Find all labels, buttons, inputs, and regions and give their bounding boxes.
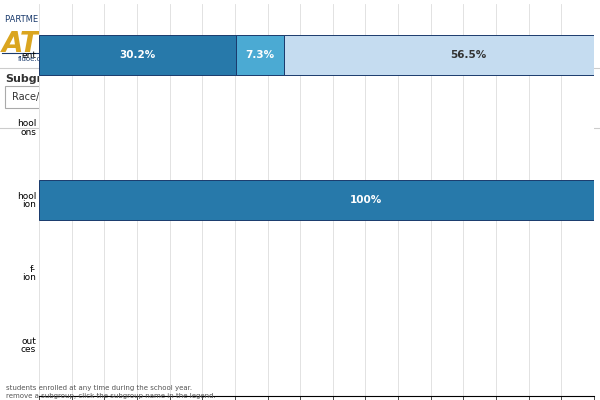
Text: students enrolled at any time during the school year.
remove a subgroup, click t: students enrolled at any time during the… — [6, 385, 216, 399]
Text: Race/Ethnicity: Race/Ethnicity — [12, 92, 82, 102]
Text: Subgroup: Subgroup — [5, 74, 65, 84]
Text: fldoe.org: fldoe.org — [18, 56, 49, 62]
Text: PARTMENT OF: PARTMENT OF — [5, 15, 64, 24]
Text: 30.2%: 30.2% — [119, 50, 156, 60]
Text: 100%: 100% — [349, 195, 382, 205]
Bar — [145, 86, 220, 108]
Text: 56.5%: 56.5% — [450, 50, 487, 60]
Text: View Chart: View Chart — [150, 92, 214, 102]
Bar — [39, 35, 236, 75]
Bar — [5, 86, 135, 108]
Bar — [236, 35, 284, 75]
Text: ATION: ATION — [2, 30, 97, 58]
Bar — [39, 180, 600, 220]
Bar — [284, 35, 600, 75]
Text: v: v — [127, 92, 132, 102]
Text: 7.3%: 7.3% — [245, 50, 275, 60]
